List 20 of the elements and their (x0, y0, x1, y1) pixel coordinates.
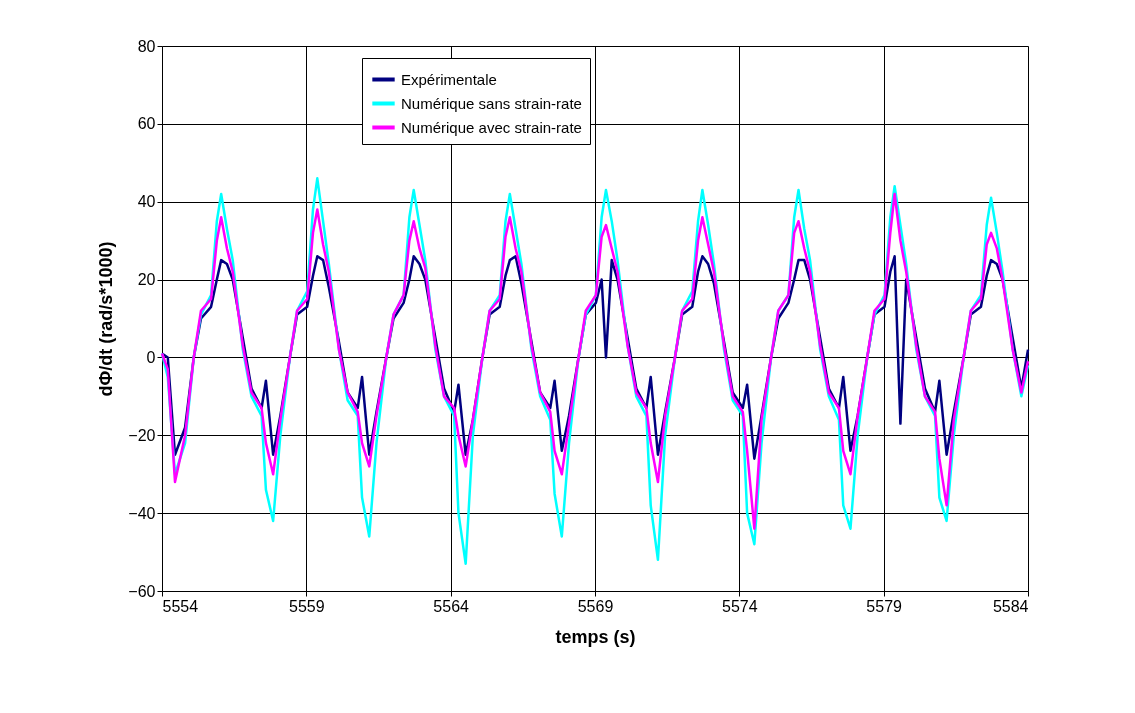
y-tick-label: −20 (128, 426, 156, 444)
x-tick-label: 5574 (722, 597, 758, 615)
y-tick-label: 80 (137, 37, 156, 55)
x-tick-label: 5559 (289, 597, 325, 615)
x-tick-label: 5584 (992, 597, 1029, 615)
y-tick-label: −40 (128, 504, 156, 522)
legend-label: Numérique sans strain-rate (401, 94, 582, 112)
y-tick-label: 20 (137, 271, 156, 289)
x-axis-title: temps (s) (555, 626, 636, 647)
y-axis-title: dΦ/dt (rad/s*1000) (96, 241, 117, 397)
x-tick-label: 5579 (866, 597, 903, 615)
legend-label: Numérique avec strain-rate (401, 118, 582, 136)
x-tick-label: 5569 (577, 597, 614, 615)
y-tick-label: 0 (146, 348, 156, 366)
y-tick-label: 40 (137, 193, 156, 211)
y-tick-label: 60 (137, 115, 156, 133)
x-tick-label: 5564 (433, 597, 470, 615)
legend-label: Expérimentale (401, 70, 497, 88)
x-tick-label: 5554 (162, 597, 199, 615)
y-tick-label: −60 (128, 582, 156, 600)
